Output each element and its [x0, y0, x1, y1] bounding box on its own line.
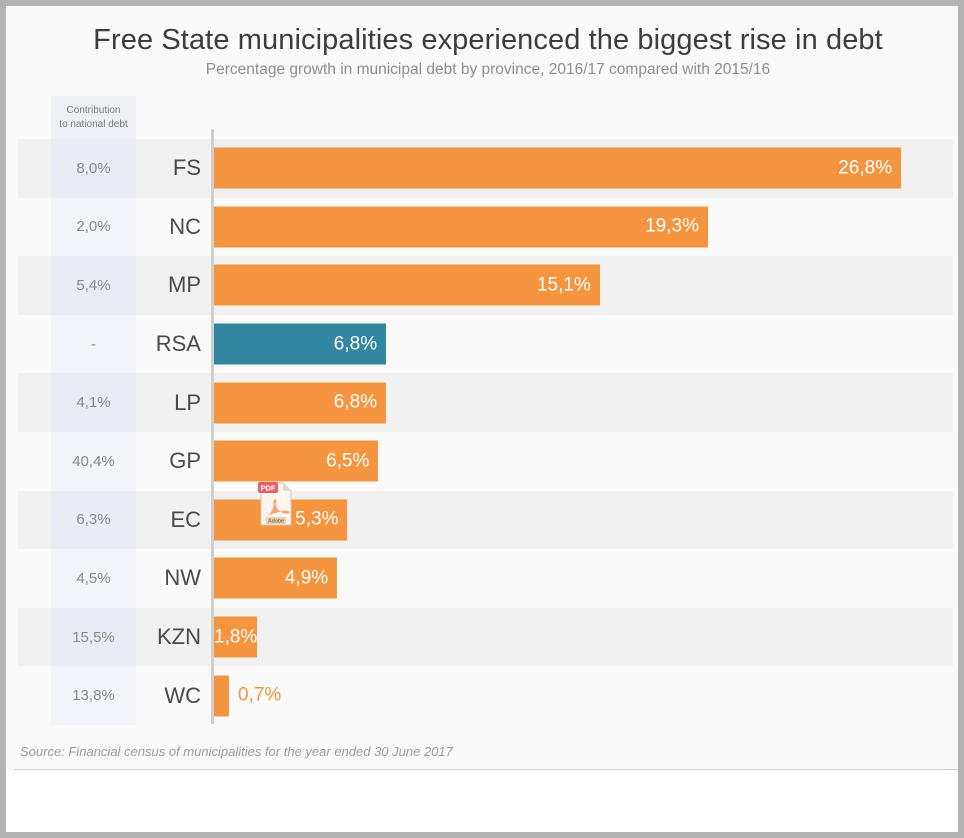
contribution-value: - [51, 314, 136, 374]
table-row: 15,5% KZN 1,8% [18, 607, 953, 667]
bar-value-label: 1,8% [214, 626, 258, 648]
bar-track: 5,3% [211, 491, 953, 550]
contribution-value: 13,8% [51, 666, 136, 725]
bar-track: 15,1% [211, 256, 953, 315]
pdf-file-icon[interactable]: PDF Adobe [257, 481, 295, 527]
source-divider [14, 769, 958, 770]
contribution-value: 40,4% [51, 431, 136, 491]
table-row: 4,1% LP 6,8% [18, 373, 953, 432]
axis-baseline [211, 129, 214, 724]
row-background [18, 314, 953, 374]
bar[interactable]: 6,8% [211, 323, 387, 365]
table-row: 4,5% NW 4,9% [18, 549, 953, 608]
bar[interactable]: 5,3% [211, 499, 348, 541]
contribution-value: 15,5% [51, 607, 136, 667]
row-background [18, 607, 953, 667]
row-background [18, 373, 953, 432]
bar-track: 6,5% [211, 432, 953, 491]
contribution-header-line1: Contribution [66, 105, 121, 116]
table-row: 6,3% EC 5,3% [18, 490, 953, 550]
bar-value-label: 4,9% [284, 567, 329, 589]
province-label: LP [174, 389, 201, 415]
province-label: NC [169, 213, 201, 239]
contribution-value: 6,3% [51, 490, 136, 550]
bar[interactable]: 6,5% [211, 440, 379, 482]
table-row: 40,4% GP 6,5% [18, 431, 953, 491]
bar-value-label: 0,7% [238, 684, 282, 706]
row-background [18, 431, 953, 491]
contribution-column-header: Contribution to national debt [51, 96, 136, 139]
bar[interactable]: 19,3% [211, 206, 708, 248]
contribution-value: 2,0% [51, 197, 136, 257]
bar[interactable]: 15,1% [211, 264, 600, 306]
bar-track: 6,8% [211, 315, 953, 374]
province-label: RSA [155, 331, 201, 357]
chart-subtitle: Percentage growth in municipal debt by p… [205, 61, 771, 78]
bar-value-label: 5,3% [295, 508, 339, 530]
bar[interactable]: 26,8% [211, 147, 902, 189]
bar[interactable]: 0,7% [211, 675, 281, 717]
table-row: 13,8% WC 0,7% [18, 666, 953, 725]
svg-text:Adobe: Adobe [268, 519, 284, 525]
bar-value-label: 6,8% [333, 333, 378, 355]
bar-track: 1,8% [211, 608, 953, 667]
row-background [18, 549, 953, 608]
table-row: 8,0% FS 26,8% [18, 139, 953, 198]
province-label: WC [164, 682, 201, 708]
bar-value-label: 26,8% [838, 157, 893, 179]
province-label: NW [164, 565, 201, 591]
bar-value-label: 6,5% [326, 450, 370, 472]
bar-value-label: 15,1% [536, 274, 591, 296]
bar-track: 4,9% [211, 549, 953, 608]
table-row: - RSA 6,8% [18, 314, 953, 374]
bar[interactable]: 1,8% [211, 616, 258, 658]
bar-track: 6,8% [211, 373, 953, 432]
table-row: 5,4% MP 15,1% [18, 256, 953, 315]
province-label: FS [172, 155, 201, 181]
source-note: Source: Financial census of municipaliti… [20, 744, 453, 759]
contribution-value: 4,5% [51, 549, 136, 608]
province-label: EC [170, 506, 201, 532]
contribution-value: 8,0% [51, 139, 136, 198]
province-label: MP [168, 272, 201, 298]
province-label: KZN [157, 624, 201, 650]
bar-value-label: 6,8% [333, 391, 378, 413]
svg-text:PDF: PDF [261, 484, 276, 493]
province-label: GP [169, 448, 201, 474]
row-background [18, 490, 953, 550]
contribution-value: 4,1% [51, 373, 136, 432]
footer: STATS SA STATISTICS SOUTH AFRICA 2030 ND… [6, 770, 958, 832]
bar-track: 0,7% [211, 666, 953, 725]
contribution-value: 5,4% [51, 256, 136, 315]
bar-track: 26,8% [211, 139, 953, 198]
table-row: 2,0% NC 19,3% [18, 197, 953, 257]
bar[interactable]: 4,9% [211, 557, 338, 599]
row-background [18, 666, 953, 725]
bar-value-label: 19,3% [645, 215, 699, 237]
bar[interactable]: 6,8% [211, 382, 387, 424]
contribution-header-line2: to national debt [59, 118, 128, 130]
bar-track: 19,3% [211, 198, 953, 257]
chart-title: Free State municipalities experienced th… [93, 24, 883, 56]
chart-rows: 8,0% FS 26,8% 2,0% NC 19,3% 5,4% MP 15,1% - RSA 6,8… [18, 139, 953, 725]
